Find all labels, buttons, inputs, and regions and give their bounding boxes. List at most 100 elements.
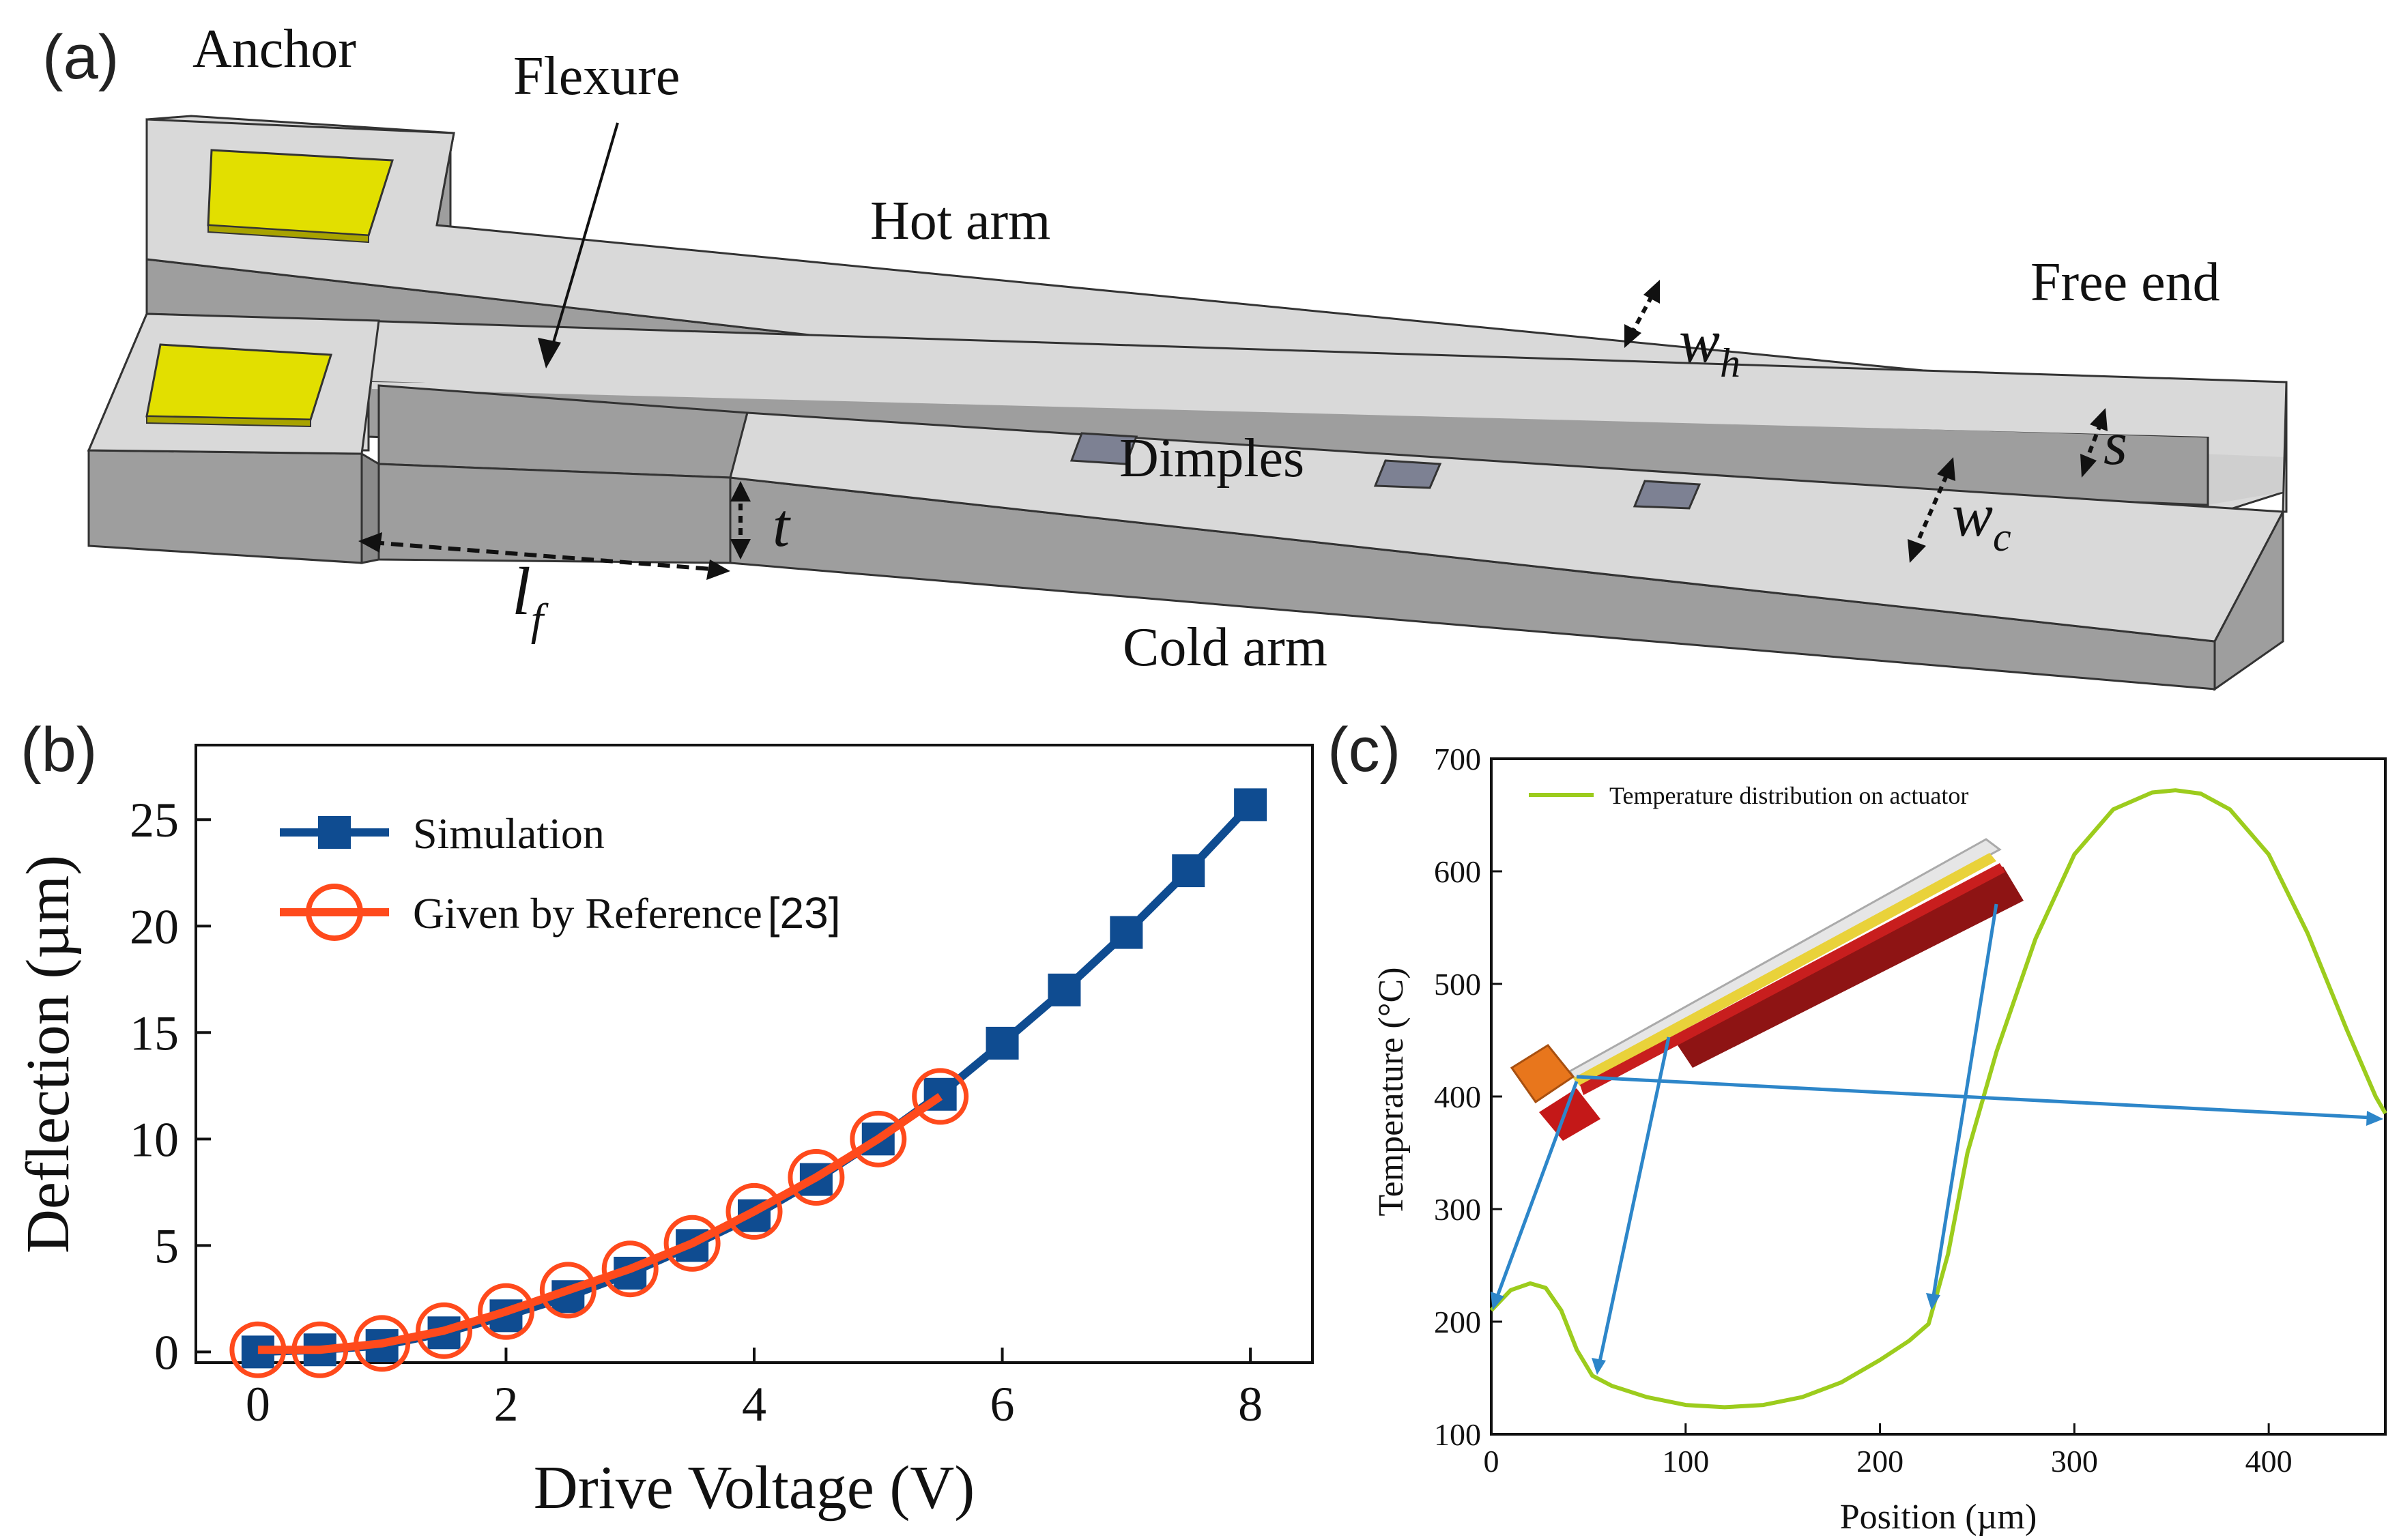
y-tick-label: 25 bbox=[130, 793, 179, 847]
panel-b-label: (b) bbox=[20, 715, 97, 785]
plot-b-x-axis-title: Drive Voltage (V) bbox=[534, 1454, 975, 1522]
free-end-label: Free end bbox=[2030, 252, 2220, 313]
plot-b-y-axis-title: Deflection (µm) bbox=[14, 855, 82, 1253]
inset-hot-arm-yellow bbox=[1573, 853, 1996, 1086]
panel-c-label: (c) bbox=[1327, 715, 1400, 785]
reference-point bbox=[354, 1315, 411, 1372]
arrow-to-right-end-head bbox=[2366, 1111, 2383, 1126]
wc-symbol-base: w bbox=[1952, 482, 1993, 549]
anchor-pad-upper-edge bbox=[207, 224, 369, 244]
lf-symbol-sub: f bbox=[531, 595, 549, 645]
reference-point bbox=[416, 1302, 473, 1359]
dimple-2 bbox=[1373, 459, 1442, 489]
panel-a-actuator-schematic: (a) bbox=[42, 19, 2288, 691]
arrow-to-right-end bbox=[1576, 1075, 2372, 1120]
t-arrow-bottom bbox=[730, 539, 751, 560]
reference-point bbox=[601, 1240, 659, 1298]
anchor-pad-lower bbox=[145, 343, 333, 421]
x-tick-label: 400 bbox=[2245, 1444, 2293, 1479]
plot-b-frame bbox=[195, 744, 1314, 1364]
x-tick-label: 0 bbox=[246, 1377, 270, 1432]
inset-flexure-red bbox=[1580, 863, 2005, 1095]
legend-reference-name: Given by Reference bbox=[413, 889, 762, 938]
y-tick-label: 20 bbox=[130, 899, 179, 954]
legend-temperature-text: Temperature distribution on actuator bbox=[1609, 782, 1968, 809]
inset-anchor-orange bbox=[1510, 1044, 1575, 1104]
correspondence-arrows bbox=[1491, 903, 2383, 1375]
legend-reference-suffix: [23] bbox=[768, 888, 841, 938]
plot-b-series bbox=[229, 788, 1267, 1378]
t-arrow-top bbox=[730, 481, 751, 502]
simulation-point bbox=[1234, 788, 1267, 822]
plot-b-ticks: 0 2 4 6 8 0 5 10 15 20 25 bbox=[130, 793, 1263, 1432]
y-tick-label: 600 bbox=[1434, 854, 1481, 889]
lf-symbol-base: l bbox=[512, 553, 531, 629]
wc-symbol-sub: c bbox=[1993, 514, 2011, 560]
reference-point bbox=[850, 1110, 907, 1167]
reference-point bbox=[726, 1182, 783, 1240]
plot-c-x-axis-title: Position (µm) bbox=[1840, 1498, 2037, 1537]
reference-point bbox=[477, 1283, 534, 1340]
x-tick-label: 6 bbox=[990, 1377, 1015, 1432]
cold-arm-structure bbox=[87, 313, 2288, 691]
plot-c-y-axis-title: Temperature (°C) bbox=[1372, 967, 1411, 1216]
simulation-point bbox=[1172, 854, 1205, 888]
wh-arrow-bottom bbox=[1624, 324, 1641, 348]
lf-arrow-right bbox=[706, 560, 730, 580]
plot-b-legend: Simulation Given by Reference [23] bbox=[280, 809, 841, 941]
dimension-lines bbox=[358, 280, 2108, 580]
flexure-leader-line bbox=[551, 122, 619, 345]
thermal-render-inset bbox=[1510, 838, 2024, 1141]
arrow-to-left-edge bbox=[1494, 1081, 1579, 1301]
wc-arrow-bottom bbox=[1908, 539, 1926, 563]
lf-arrow-left bbox=[358, 532, 382, 553]
reference-point bbox=[912, 1068, 969, 1125]
s-symbol: s bbox=[2103, 410, 2127, 478]
x-tick-label: 300 bbox=[2051, 1444, 2098, 1479]
x-tick-label: 4 bbox=[742, 1377, 766, 1432]
legend-simulation-marker bbox=[318, 816, 351, 849]
panel-b-deflection-chart: (b) 0 2 4 6 8 0 5 10 15 20 25 Drive Voltage (V) De… bbox=[14, 715, 1314, 1522]
y-tick-label: 400 bbox=[1434, 1079, 1481, 1114]
inset-anchor-red bbox=[1539, 1088, 1600, 1141]
series-temperature-line bbox=[1489, 788, 2387, 1410]
simulation-point bbox=[1048, 973, 1081, 1006]
series-reference-line bbox=[257, 1092, 943, 1354]
free-end-top bbox=[2282, 381, 2288, 513]
legend-simulation-text: Simulation bbox=[413, 809, 605, 858]
wh-symbol: wh bbox=[1679, 308, 1740, 386]
wc-symbol: wc bbox=[1952, 482, 2011, 560]
wc-dimension-line bbox=[1912, 469, 1951, 551]
series-simulation-line bbox=[257, 802, 1254, 1356]
reference-point bbox=[229, 1321, 287, 1378]
arrow-to-rise-point bbox=[1931, 903, 1998, 1301]
s-arrow-bottom bbox=[2080, 454, 2097, 478]
x-tick-label: 100 bbox=[1662, 1444, 1709, 1479]
flexure-front-side bbox=[377, 463, 732, 564]
lf-dimension-line bbox=[371, 540, 721, 572]
x-tick-label: 2 bbox=[493, 1377, 518, 1432]
arrow-to-first-minimum-head bbox=[1592, 1358, 1606, 1375]
panel-a-label: (a) bbox=[42, 23, 119, 92]
dimple-3 bbox=[1633, 480, 1701, 510]
wh-arrow-top bbox=[1643, 280, 1660, 304]
dimples-label: Dimples bbox=[1119, 428, 1304, 489]
dimple-1 bbox=[1069, 432, 1138, 465]
wc-arrow-top bbox=[1937, 457, 1955, 481]
arrow-to-left-edge-head bbox=[1491, 1292, 1504, 1310]
t-symbol: t bbox=[773, 492, 791, 560]
lf-symbol: lf bbox=[512, 553, 549, 645]
anchor-pad-lower-edge bbox=[146, 415, 311, 428]
wh-symbol-base: w bbox=[1679, 308, 1720, 375]
reference-point bbox=[539, 1262, 597, 1319]
legend-reference-text: Given by Reference [23] bbox=[413, 888, 841, 938]
anchor-label: Anchor bbox=[192, 19, 356, 79]
reference-point bbox=[788, 1149, 845, 1206]
arrow-to-first-minimum bbox=[1597, 1036, 1671, 1365]
flexure-label: Flexure bbox=[513, 46, 680, 106]
arrow-to-rise-point-head bbox=[1926, 1293, 1940, 1310]
hot-arm-label: Hot arm bbox=[870, 191, 1050, 251]
y-tick-label: 15 bbox=[130, 1006, 179, 1060]
anchor-pad-upper bbox=[207, 149, 394, 237]
